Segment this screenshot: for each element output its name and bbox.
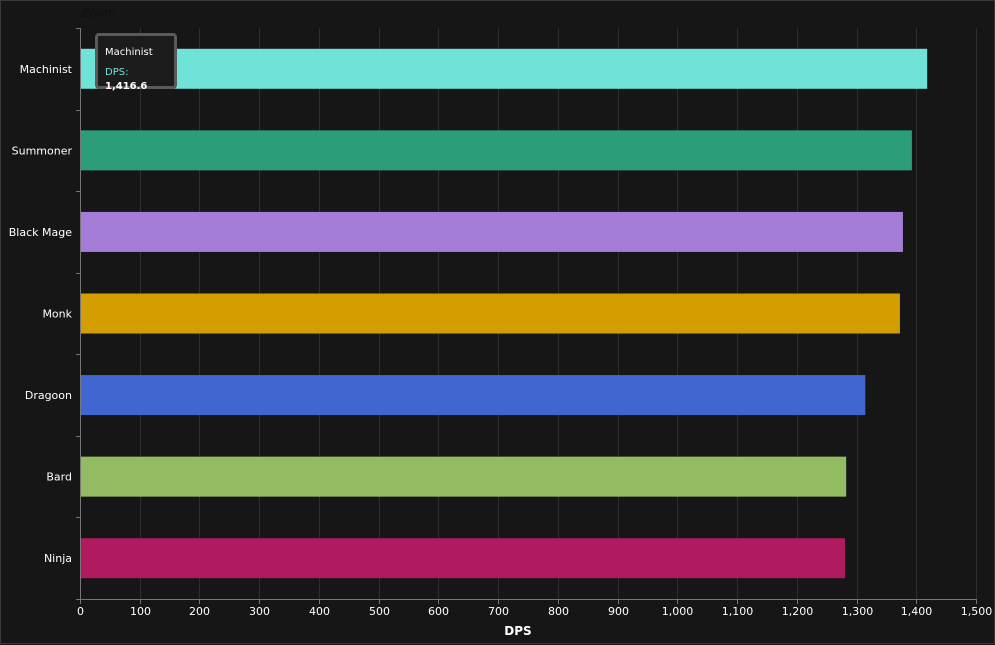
tooltip: Machinist DPS: 1,416.6 <box>95 33 177 92</box>
tooltip-title: Machinist <box>105 47 153 58</box>
bar <box>81 538 845 579</box>
y-tick-label: Summoner <box>12 144 73 157</box>
tooltip-series-label: DPS: <box>105 67 129 78</box>
y-tick-label: Machinist <box>20 63 73 76</box>
x-tick-label: 700 <box>488 605 509 618</box>
x-tick-label: 0 <box>77 605 84 618</box>
x-tick-label: 200 <box>189 605 210 618</box>
x-tick-label: 600 <box>428 605 449 618</box>
x-tick-label: 400 <box>309 605 330 618</box>
zoom-label[interactable]: Zoom <box>81 6 116 20</box>
x-tick-label: 1,500 <box>961 605 993 618</box>
y-tick-label: Monk <box>42 308 72 321</box>
x-tick-label: 1,200 <box>782 605 814 618</box>
y-tick-label: Ninja <box>44 552 72 565</box>
bar <box>81 130 912 171</box>
x-tick-label: 1,000 <box>662 605 694 618</box>
x-tick-label: 1,400 <box>901 605 933 618</box>
bar <box>81 456 847 497</box>
y-tick-label: Dragoon <box>25 389 72 402</box>
y-tick-label: Bard <box>46 471 72 484</box>
x-tick-label: 800 <box>548 605 569 618</box>
bar <box>81 375 866 416</box>
tooltip-value: 1,416.6 <box>105 81 148 92</box>
x-axis-title: DPS <box>504 624 531 638</box>
x-tick-label: 500 <box>369 605 390 618</box>
x-tick-label: 1,100 <box>722 605 754 618</box>
x-tick-label: 900 <box>608 605 629 618</box>
bar <box>81 211 903 252</box>
x-tick-label: 300 <box>249 605 270 618</box>
y-tick-label: Black Mage <box>9 226 72 239</box>
x-tick-label: 1,300 <box>842 605 874 618</box>
x-tick-label: 100 <box>130 605 151 618</box>
bar <box>81 293 900 334</box>
bar <box>81 48 928 89</box>
